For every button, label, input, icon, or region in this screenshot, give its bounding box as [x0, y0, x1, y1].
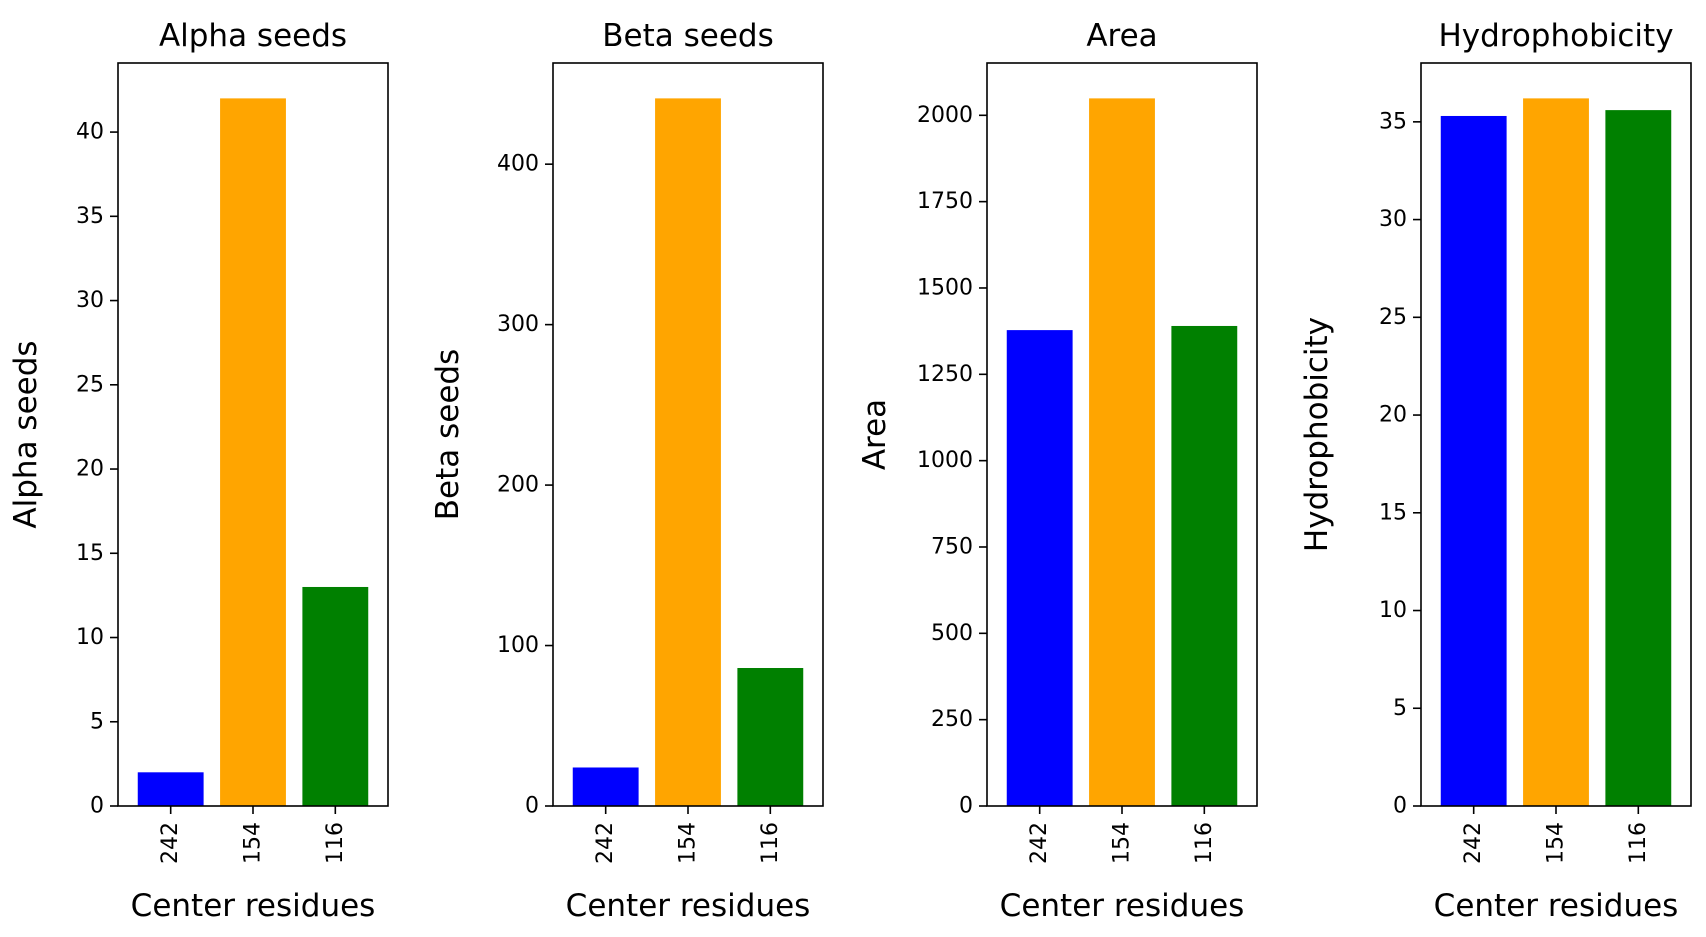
y-tick-label: 1000 — [917, 448, 973, 473]
bar-242 — [1440, 115, 1507, 806]
x-tick-label: 242 — [158, 822, 183, 864]
y-tick-label: 0 — [525, 794, 539, 819]
y-tick-label: 30 — [76, 288, 104, 313]
x-tick-label: 116 — [1626, 822, 1651, 864]
y-tick-label: 750 — [931, 534, 973, 559]
y-tick-label: 1250 — [917, 362, 973, 387]
bar-242 — [137, 772, 204, 806]
x-tick-label: 154 — [1544, 822, 1569, 864]
bar-154 — [220, 98, 286, 806]
y-axis-label: Alpha seeds — [8, 340, 44, 528]
x-tick-label: 242 — [1027, 822, 1052, 864]
y-tick-label: 5 — [90, 709, 104, 734]
y-tick-label: 40 — [76, 120, 104, 145]
y-tick-label: 30 — [1379, 207, 1407, 232]
y-tick-label: 0 — [959, 794, 973, 819]
y-axis-label: Hydrophobicity — [1299, 317, 1335, 552]
x-axis-label: Center residues — [1000, 888, 1245, 924]
y-tick-label: 400 — [497, 152, 539, 177]
y-axis-label: Area — [857, 399, 893, 470]
x-tick-label: 154 — [1110, 822, 1135, 864]
chart-title: Area — [1086, 18, 1157, 54]
x-tick-label: 116 — [1192, 822, 1217, 864]
bar-242 — [572, 767, 639, 806]
y-tick-label: 1500 — [917, 275, 973, 300]
x-tick-label: 242 — [593, 822, 618, 864]
y-tick-label: 10 — [1379, 598, 1407, 623]
x-tick-label: 154 — [241, 822, 266, 864]
y-tick-label: 300 — [497, 312, 539, 337]
y-tick-label: 0 — [90, 794, 104, 819]
y-tick-label: 0 — [1393, 794, 1407, 819]
y-tick-label: 35 — [76, 204, 104, 229]
bar-154 — [1523, 98, 1589, 806]
x-axis-label: Center residues — [566, 888, 811, 924]
chart-title: Beta seeds — [602, 18, 773, 54]
chart-panel-3: 0 5 10 15 20 25 30 35 242 154 116 Hydrophobicity Cen… — [1299, 18, 1692, 924]
y-tick-label: 200 — [497, 473, 539, 498]
chart-title: Hydrophobicity — [1438, 18, 1673, 54]
bar-154 — [1089, 98, 1155, 806]
x-axis-label: Center residues — [131, 888, 376, 924]
y-tick-label: 500 — [931, 621, 973, 646]
y-tick-label: 1750 — [917, 189, 973, 214]
x-tick-label: 116 — [758, 822, 783, 864]
chart-title: Alpha seeds — [159, 18, 347, 54]
y-tick-label: 5 — [1393, 696, 1407, 721]
chart-panel-0: 0 5 10 15 20 25 30 35 40 242 154 116 Alpha seeds Cent… — [8, 18, 389, 924]
y-axis-label: Beta seeds — [430, 349, 466, 520]
x-tick-label: 242 — [1461, 822, 1486, 864]
bar-116 — [1605, 110, 1672, 807]
x-axis-label: Center residues — [1434, 888, 1679, 924]
bar-116 — [302, 586, 369, 806]
bar-116 — [1171, 325, 1238, 806]
y-tick-label: 100 — [497, 633, 539, 658]
y-tick-label: 25 — [76, 372, 104, 397]
y-tick-label: 20 — [1379, 403, 1407, 428]
y-tick-label: 250 — [931, 707, 973, 732]
y-tick-label: 2000 — [917, 103, 973, 128]
y-tick-label: 15 — [1379, 500, 1407, 525]
chart-panel-2: 0 250 500 750 1000 1250 1500 1750 2000 242 154 116 A… — [857, 18, 1258, 924]
y-tick-label: 25 — [1379, 305, 1407, 330]
bar-242 — [1006, 330, 1073, 806]
bar-154 — [655, 98, 721, 806]
y-tick-label: 35 — [1379, 109, 1407, 134]
y-tick-label: 20 — [76, 457, 104, 482]
chart-panel-1: 0 100 200 300 400 242 154 116 Beta seeds Center r… — [430, 18, 824, 924]
bar-116 — [737, 668, 804, 806]
y-tick-label: 10 — [76, 625, 104, 650]
x-tick-label: 116 — [323, 822, 348, 864]
x-tick-label: 154 — [676, 822, 701, 864]
y-tick-label: 15 — [76, 541, 104, 566]
